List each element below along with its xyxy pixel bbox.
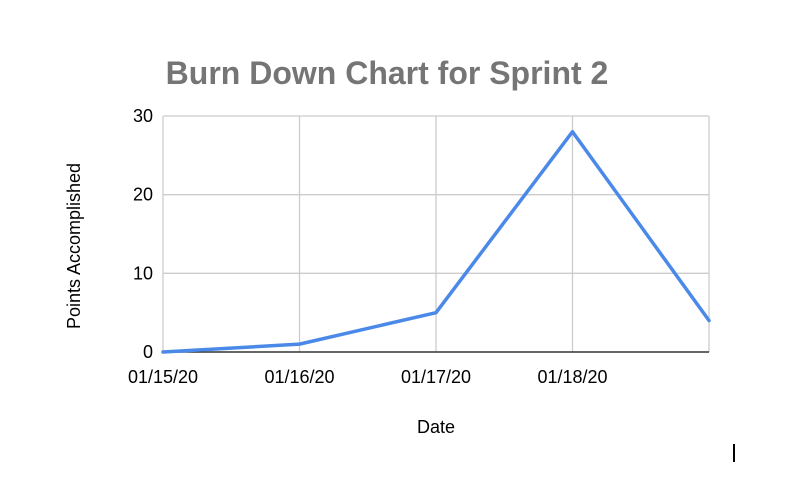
x-tick-label: 01/17/20 [401, 367, 471, 387]
y-tick-label: 10 [133, 263, 153, 283]
y-axis-label: Points Accomplished [64, 163, 84, 329]
grid [162, 115, 710, 353]
text-cursor [733, 444, 735, 462]
x-tick-label: 01/18/20 [537, 367, 607, 387]
series-layer [161, 129, 711, 354]
chart-title: Burn Down Chart for Sprint 2 [166, 55, 609, 91]
tick-labels: 0 10 20 30 01/15/20 01/16/20 01/17/20 01/18/20 [128, 106, 608, 387]
y-tick-label: 20 [133, 185, 153, 205]
x-axis-label: Date [417, 417, 455, 437]
series-line [161, 129, 711, 354]
y-tick-label: 0 [143, 342, 153, 362]
y-tick-label: 30 [133, 106, 153, 126]
x-tick-label: 01/15/20 [128, 367, 198, 387]
x-tick-label: 01/16/20 [264, 367, 334, 387]
